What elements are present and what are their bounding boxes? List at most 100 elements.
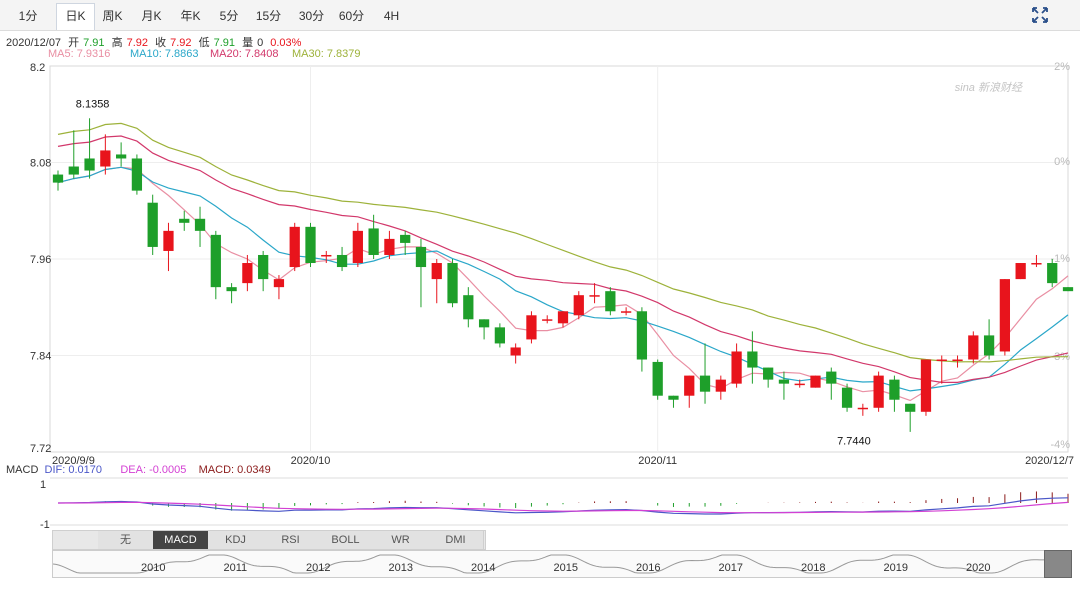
candle-body bbox=[810, 375, 821, 388]
candle-body bbox=[147, 202, 158, 247]
pct-tick: -4% bbox=[1050, 439, 1070, 451]
ma10-line bbox=[57, 166, 1069, 392]
candle-body bbox=[447, 263, 458, 304]
tab-4[interactable]: 年K bbox=[180, 9, 201, 23]
candle-body bbox=[1062, 287, 1074, 292]
candle-body bbox=[652, 361, 663, 396]
candle-body bbox=[715, 379, 726, 392]
navigator-year: 2018 bbox=[801, 562, 826, 574]
candle-body bbox=[463, 295, 474, 320]
tab-5[interactable]: 5分 bbox=[219, 9, 239, 23]
navigator-year: 2017 bbox=[718, 562, 743, 574]
pct-tick: 0% bbox=[1054, 156, 1070, 168]
candle-body bbox=[605, 291, 616, 312]
macd-info: MACD DIF: 0.0170 DEA: -0.0005 MACD: 0.03… bbox=[6, 464, 271, 476]
tab-8[interactable]: 60分 bbox=[338, 9, 365, 23]
x-tick: 2020/10 bbox=[291, 455, 331, 467]
candle-body bbox=[52, 174, 64, 183]
candle-body bbox=[857, 407, 868, 410]
candle-body bbox=[778, 379, 790, 384]
high-value: 7.92 bbox=[126, 37, 149, 49]
watermark: sina 新浪财经 bbox=[955, 81, 1023, 94]
dif-value: DIF: 0.0170 bbox=[44, 464, 102, 476]
open-label: 开 bbox=[68, 37, 80, 49]
candle-body bbox=[952, 359, 963, 362]
candle-body bbox=[999, 279, 1011, 352]
candle-body bbox=[305, 226, 316, 264]
ma5-line bbox=[57, 166, 1069, 402]
indicator-tab-0[interactable]: 无 bbox=[98, 531, 154, 549]
quote-date: 2020/12/07 bbox=[6, 37, 62, 49]
tab-1[interactable]: 日K bbox=[56, 3, 95, 30]
tab-7[interactable]: 30分 bbox=[298, 9, 325, 23]
candle-body bbox=[179, 218, 190, 223]
x-tick: 2020/9/9 bbox=[52, 455, 95, 467]
candle-body bbox=[321, 254, 332, 257]
low-value: 7.91 bbox=[213, 37, 235, 49]
dea-line bbox=[58, 501, 1069, 514]
candle-body bbox=[983, 335, 995, 356]
navigator-handle[interactable] bbox=[1044, 550, 1072, 578]
candle-body bbox=[841, 387, 853, 408]
x-tick: 2020/11 bbox=[638, 455, 677, 467]
range-navigator[interactable] bbox=[52, 550, 1072, 578]
candle-body bbox=[873, 375, 884, 408]
close-value: 7.92 bbox=[170, 37, 192, 49]
y-tick: 7.96 bbox=[30, 254, 51, 266]
candle-body bbox=[620, 311, 632, 313]
price-annotation: 8.1358 bbox=[76, 99, 110, 111]
volume-label: 量 bbox=[242, 37, 254, 49]
candle-body bbox=[194, 218, 206, 231]
candle-body bbox=[920, 359, 932, 412]
high-label: 高 bbox=[111, 37, 123, 49]
y-tick: 8.08 bbox=[30, 158, 51, 170]
candle-body bbox=[258, 254, 269, 280]
navigator-year: 2011 bbox=[223, 562, 248, 574]
indicator-tab-1[interactable]: MACD bbox=[153, 531, 209, 549]
candle-body bbox=[557, 311, 569, 324]
candle-body bbox=[352, 230, 363, 264]
volume-value: 0 bbox=[257, 37, 264, 49]
tab-9[interactable]: 4H bbox=[383, 9, 400, 23]
pct-tick: 2% bbox=[1054, 61, 1070, 73]
pct-tick: -1% bbox=[1050, 253, 1070, 265]
tab-3[interactable]: 月K bbox=[141, 9, 162, 23]
candle-body bbox=[131, 158, 143, 191]
candle-body bbox=[210, 234, 221, 288]
candle-body bbox=[1031, 263, 1042, 265]
dea-value: DEA: -0.0005 bbox=[120, 464, 187, 476]
candle-body bbox=[731, 351, 742, 384]
expand-icon[interactable] bbox=[1030, 5, 1050, 25]
tab-6[interactable]: 15分 bbox=[255, 9, 282, 23]
candle-body bbox=[1015, 263, 1026, 280]
tab-2[interactable]: 周K bbox=[102, 9, 123, 23]
tab-0[interactable]: 1分 bbox=[18, 9, 38, 23]
candle-body bbox=[542, 319, 553, 321]
candle-body bbox=[431, 263, 442, 280]
navigator-year: 2019 bbox=[883, 562, 908, 574]
candle-body bbox=[526, 315, 537, 340]
indicator-tab-5[interactable]: WR bbox=[373, 531, 429, 549]
candle-body bbox=[589, 295, 600, 297]
indicator-tab-3[interactable]: RSI bbox=[263, 531, 319, 549]
indicator-tab-2[interactable]: KDJ bbox=[208, 531, 264, 549]
candle-body bbox=[289, 226, 300, 268]
macd-title: MACD bbox=[6, 464, 39, 476]
y-tick: 7.72 bbox=[30, 443, 51, 455]
candle-body bbox=[84, 158, 95, 171]
ma-legend-1: MA10: 7.8863 bbox=[130, 48, 199, 60]
macd-tick: -1 bbox=[40, 519, 50, 531]
dif-line bbox=[57, 497, 1069, 515]
candle-body bbox=[684, 375, 695, 396]
x-tick: 2020/12/7 bbox=[1025, 455, 1074, 467]
navigator-year: 2014 bbox=[471, 562, 496, 574]
ma-legend-3: MA30: 7.8379 bbox=[292, 48, 361, 60]
macd-value: MACD: 0.0349 bbox=[198, 464, 271, 476]
indicator-tab-6[interactable]: DMI bbox=[428, 531, 484, 549]
change-value: 0.03% bbox=[270, 37, 302, 49]
candle-body bbox=[68, 166, 79, 175]
candle-body bbox=[747, 351, 758, 368]
indicator-tab-4[interactable]: BOLL bbox=[318, 531, 374, 549]
candle-body bbox=[636, 311, 648, 360]
